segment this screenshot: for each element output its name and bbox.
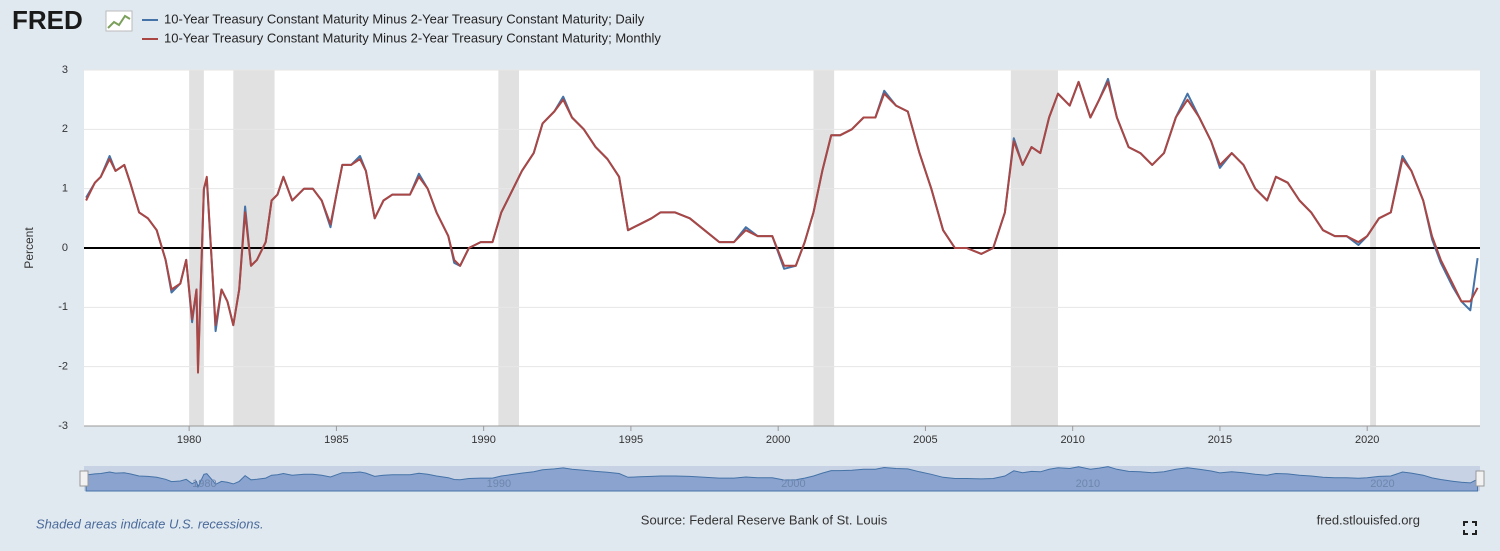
legend-label: 10-Year Treasury Constant Maturity Minus… [164, 11, 645, 26]
y-tick-label: -2 [58, 361, 68, 373]
navigator-area [85, 466, 1479, 492]
navigator-tick-label: 1980 [192, 478, 216, 490]
x-tick-label: 2010 [1060, 434, 1084, 446]
navigator-tick-label: 2020 [1370, 478, 1394, 490]
x-tick-label: 2015 [1208, 434, 1232, 446]
fullscreen-icon[interactable] [1463, 521, 1477, 535]
y-tick-label: -3 [58, 420, 68, 432]
logo-icon [105, 10, 133, 32]
y-tick-label: -1 [58, 301, 68, 313]
navigator-handle-0[interactable] [79, 470, 89, 487]
x-tick-label: 2000 [766, 434, 790, 446]
y-tick-label: 0 [62, 242, 68, 254]
x-tick-label: 2005 [913, 434, 937, 446]
y-tick-label: 1 [62, 183, 68, 195]
recession-note: Shaded areas indicate U.S. recessions. [36, 516, 264, 531]
x-tick-label: 1995 [619, 434, 643, 446]
series-line [85, 80, 1479, 374]
x-tick-label: 1990 [471, 434, 495, 446]
navigator-handle-1[interactable] [1475, 470, 1485, 487]
source: Source: Federal Reserve Bank of St. Loui… [641, 512, 888, 527]
navigator-tick-label: 1990 [487, 478, 511, 490]
navigator-tick-label: 2010 [1076, 478, 1100, 490]
y-axis-label: Percent [22, 227, 36, 269]
navigator-tick-label: 2000 [781, 478, 805, 490]
x-tick-label: 1980 [177, 434, 201, 446]
x-tick-label: 2020 [1355, 434, 1379, 446]
logo: FRED [12, 5, 83, 35]
legend-label: 10-Year Treasury Constant Maturity Minus… [164, 30, 661, 45]
x-tick-label: 1985 [324, 434, 348, 446]
y-tick-label: 2 [62, 123, 68, 135]
site: fred.stlouisfed.org [1317, 512, 1420, 527]
y-tick-label: 3 [62, 64, 68, 76]
